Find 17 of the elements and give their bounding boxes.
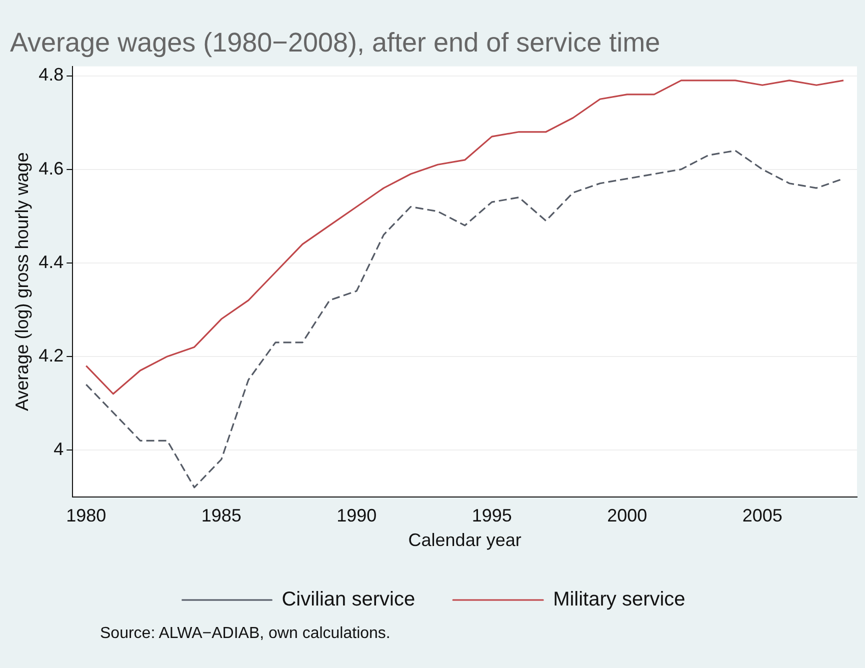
legend-label: Civilian service xyxy=(282,588,416,611)
x-tick-label: 2005 xyxy=(742,506,782,526)
x-tick-label: 2000 xyxy=(607,506,648,526)
source-note: Source: ALWA−ADIAB, own calculations. xyxy=(100,625,390,643)
x-tick-label: 1995 xyxy=(472,506,512,526)
x-axis-title: Calendar year xyxy=(408,530,522,550)
x-tick-label: 1985 xyxy=(201,506,242,526)
chart-title: Average wages (1980−2008), after end of service time xyxy=(10,28,660,58)
y-tick-label: 4.8 xyxy=(38,64,64,85)
y-tick-label: 4.2 xyxy=(38,345,64,366)
y-axis-title: Average (log) gross hourly wage xyxy=(12,152,32,412)
x-tick-label: 1980 xyxy=(66,506,106,526)
x-tick-label: 1990 xyxy=(336,506,377,526)
y-tick-label: 4 xyxy=(54,438,64,459)
y-tick-label: 4.4 xyxy=(38,252,64,272)
legend-label: Military service xyxy=(553,588,686,611)
y-tick-label: 4.6 xyxy=(38,158,64,178)
